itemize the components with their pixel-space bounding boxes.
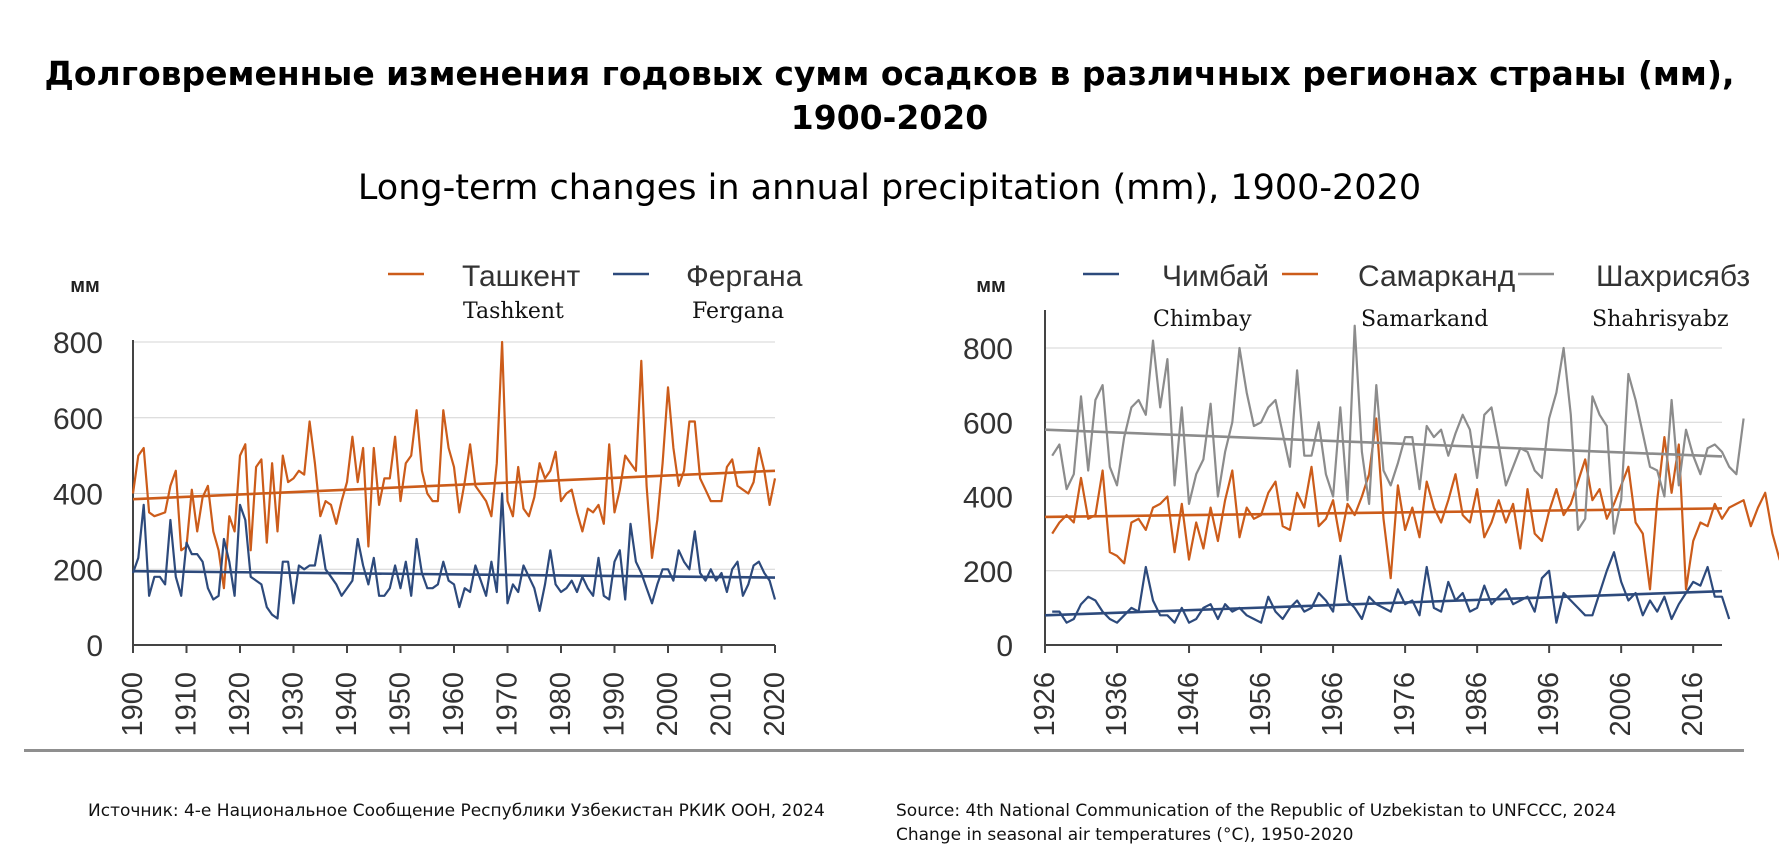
x-tick-label: 1946 xyxy=(1173,672,1205,737)
legend-label-en-samarkand: Samarkand xyxy=(1361,307,1488,332)
y-tick-label: 0 xyxy=(996,630,1013,663)
legend-label-en-chimbay: Chimbay xyxy=(1153,307,1252,332)
source-note-ru: Источник: 4-е Национальное Сообщение Рес… xyxy=(88,801,825,821)
page-title-en: Long-term changes in annual precipitatio… xyxy=(357,168,1422,208)
series-line-fergana xyxy=(131,492,777,620)
page-title-ru: Долговременные изменения годовых сумм ос… xyxy=(44,54,1735,137)
x-tick-label: 1930 xyxy=(278,672,310,737)
x-tick-label: 1950 xyxy=(385,672,417,737)
x-tick-label: 1936 xyxy=(1101,672,1133,737)
series-line-tashkent xyxy=(131,340,777,590)
x-tick-label: 2000 xyxy=(652,672,684,737)
y-tick-label: 600 xyxy=(963,407,1013,440)
legend-label-chimbay: Чимбай xyxy=(1162,260,1269,293)
y-tick-label: 0 xyxy=(86,630,103,663)
y-tick-label: 200 xyxy=(963,556,1013,589)
x-tick-label: 1976 xyxy=(1389,672,1421,737)
trend-line-tashkent xyxy=(132,469,776,501)
x-tick-label: 1996 xyxy=(1533,672,1565,737)
x-tick-label: 1980 xyxy=(545,672,577,737)
x-tick-label: 2020 xyxy=(759,672,791,737)
x-tick-label: 1986 xyxy=(1461,672,1493,737)
x-tick-label: 1960 xyxy=(438,672,470,737)
trend-line-samarkand xyxy=(1044,507,1723,519)
x-tick-label: 1966 xyxy=(1317,672,1349,737)
legend-label-tashkent: Ташкент xyxy=(462,260,580,293)
legend-label-en-shahrisyabz: Shahrisyabz xyxy=(1592,307,1729,332)
x-tick-label: 1990 xyxy=(599,672,631,737)
x-tick-label: 2010 xyxy=(706,672,738,737)
y-tick-label: 400 xyxy=(963,482,1013,515)
legend-label-samarkand: Самарканд xyxy=(1358,260,1515,293)
y-tick-label: 400 xyxy=(53,479,103,512)
x-tick-label: 1940 xyxy=(331,672,363,737)
y-tick-label: 600 xyxy=(53,403,103,436)
x-tick-label: 1900 xyxy=(117,672,149,737)
y-axis-unit-label: мм xyxy=(976,275,1006,297)
x-tick-label: 2006 xyxy=(1605,672,1637,737)
series-line-chimbay xyxy=(1052,551,1731,624)
legend-label-shahrisyabz: Шахрисябз xyxy=(1596,260,1750,293)
source-note-en: Source: 4th National Communication of th… xyxy=(896,801,1617,821)
trend-line-chimbay xyxy=(1044,589,1723,617)
series-line-shahrisyabz xyxy=(1051,324,1745,535)
x-tick-label: 1926 xyxy=(1029,672,1061,737)
y-tick-label: 200 xyxy=(53,554,103,587)
y-axis-unit-label: мм xyxy=(70,275,100,297)
source-note-en-caption: Change in seasonal air temperatures (°C)… xyxy=(896,825,1354,845)
x-tick-label: 1970 xyxy=(492,672,524,737)
legend-label-fergana: Фергана xyxy=(686,260,803,293)
x-tick-label: 1920 xyxy=(224,672,256,737)
x-tick-label: 1910 xyxy=(171,672,203,737)
legend-label-en-fergana: Fergana xyxy=(692,299,784,324)
footer-divider xyxy=(24,749,1744,752)
trend-line-fergana xyxy=(132,569,776,579)
x-tick-label: 1956 xyxy=(1245,672,1277,737)
legend-label-en-tashkent: Tashkent xyxy=(463,299,564,324)
trend-line-shahrisyabz xyxy=(1044,428,1723,458)
y-tick-label: 800 xyxy=(53,327,103,360)
y-tick-label: 800 xyxy=(963,333,1013,366)
x-tick-label: 2016 xyxy=(1677,672,1709,737)
series-line-samarkand xyxy=(1051,417,1779,591)
